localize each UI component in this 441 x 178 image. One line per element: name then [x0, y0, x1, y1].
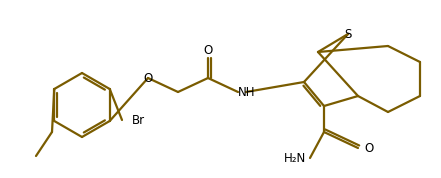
Text: S: S — [344, 27, 351, 41]
Text: O: O — [364, 142, 373, 155]
Text: O: O — [143, 72, 153, 85]
Text: Br: Br — [132, 114, 145, 127]
Text: NH: NH — [238, 85, 255, 98]
Text: H₂N: H₂N — [284, 151, 306, 164]
Text: O: O — [203, 43, 213, 56]
